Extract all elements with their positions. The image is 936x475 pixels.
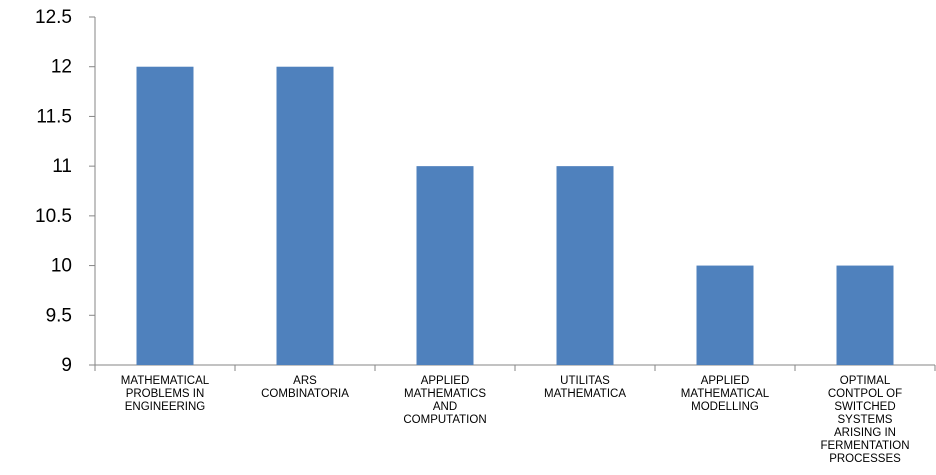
y-tick-label: 11 <box>52 156 72 177</box>
y-tick-label: 12.5 <box>35 7 72 28</box>
y-tick-label: 12 <box>51 57 72 78</box>
bars <box>136 66 894 365</box>
bar <box>836 265 894 365</box>
x-axis-category-labels: MATHEMATICAL PROBLEMS IN ENGINEERING ARS COM… <box>121 375 910 465</box>
x-category-label: APPLIED MATHEMATICAL MODELLING <box>681 375 770 413</box>
y-tick-label: 10.5 <box>35 206 72 227</box>
bar <box>556 166 614 365</box>
x-category-label: UTILITAS MATHEMATICA <box>544 375 626 400</box>
x-category-label: OPTIMAL CONTPOL OF SWITCHED SYSTEMS ARISING … <box>820 375 909 465</box>
y-tick-label: 9.5 <box>46 305 72 326</box>
bar <box>416 166 474 365</box>
x-category-label: APPLIED MATHEMATICS AND COMPUTATION <box>403 375 486 426</box>
axes <box>89 16 936 371</box>
x-category-label: MATHEMATICAL PROBLEMS IN ENGINEERING <box>121 375 210 413</box>
bar <box>136 66 194 365</box>
y-tick-label: 11.5 <box>36 106 72 127</box>
y-axis-tick-labels: 9 9.5 10 10.5 11 11.5 12 12.5 <box>35 7 72 376</box>
bar <box>696 265 754 365</box>
x-category-label: ARS COMBINATORIA <box>261 375 349 400</box>
bar <box>276 66 334 365</box>
y-tick-label: 10 <box>51 256 72 277</box>
y-tick-label: 9 <box>61 355 72 376</box>
